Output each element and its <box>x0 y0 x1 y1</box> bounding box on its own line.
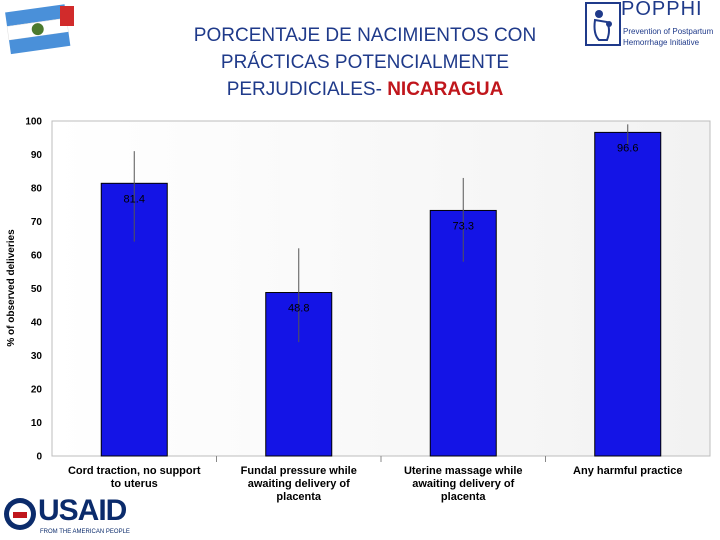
guatemala-flag-logo <box>0 0 78 62</box>
y-tick-label: 0 <box>36 452 42 463</box>
y-tick-label: 70 <box>31 217 43 228</box>
y-tick-label: 60 <box>31 251 43 262</box>
x-category-label: awaiting delivery of <box>412 478 514 490</box>
bar <box>594 131 662 457</box>
title-line-3-prefix: PERJUDICIALES- <box>226 79 388 100</box>
bars-group: 81.4 48.8 73.3 96.6 <box>100 124 662 462</box>
title-line-1: PORCENTAJE DE NACIMIENTOS CON <box>193 25 537 46</box>
x-category-label: Cord traction, no support <box>68 465 201 477</box>
mother-child-icon <box>585 2 621 46</box>
popphi-tagline-1: Prevention of Postpartum <box>623 27 714 36</box>
bar-value-label: 73.3 <box>453 220 474 232</box>
x-category-label: Any harmful practice <box>573 465 682 477</box>
bar-value-label: 48.8 <box>288 303 309 315</box>
usaid-logo: USAID FROM THE AMERICAN PEOPLE <box>0 490 130 540</box>
x-category-label: Uterine massage while <box>404 465 523 477</box>
bar-value-label: 96.6 <box>617 142 638 154</box>
bar-value-label: 81.4 <box>124 193 145 205</box>
title-country: NICARAGUA <box>387 79 504 100</box>
usaid-seal-icon <box>4 498 36 530</box>
popphi-tagline-2: Hemorrhage Initiative <box>623 38 700 47</box>
chart-title: PORCENTAJE DE NACIMIENTOS CON PRÁCTICAS … <box>150 22 580 103</box>
usaid-tagline: FROM THE AMERICAN PEOPLE <box>40 529 130 535</box>
y-tick-label: 40 <box>31 318 43 329</box>
y-tick-label: 30 <box>31 351 43 362</box>
x-category-label: placenta <box>441 491 487 503</box>
x-category-label: Fundal pressure while <box>241 465 357 477</box>
y-axis-label: % of observed deliveries <box>6 229 17 347</box>
popphi-logo: POPPHI Prevention of Postpartum Hemorrha… <box>585 0 720 60</box>
x-category-label: awaiting delivery of <box>248 478 350 490</box>
popphi-wordmark: POPPHI <box>621 0 703 20</box>
title-line-3: PERJUDICIALES- NICARAGUA <box>150 76 580 103</box>
y-tick-label: 10 <box>31 418 43 429</box>
x-category-label: to uterus <box>111 478 158 490</box>
y-tick-label: 90 <box>31 150 43 161</box>
y-tick-label: 20 <box>31 385 43 396</box>
y-tick-label: 100 <box>25 117 42 128</box>
usaid-wordmark: USAID <box>38 494 127 527</box>
y-tick-label: 80 <box>31 184 43 195</box>
x-category-label: placenta <box>276 491 322 503</box>
y-tick-label: 50 <box>31 284 43 295</box>
title-line-2: PRÁCTICAS POTENCIALMENTE <box>220 52 510 73</box>
y-axis: 0 10 20 30 40 50 60 70 80 90 100 <box>25 117 42 463</box>
